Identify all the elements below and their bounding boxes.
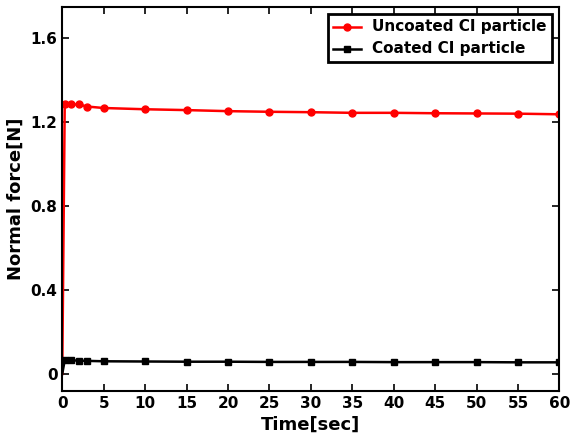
Uncoated CI particle (308, 109, 314, 115)
Coated CI particle (266, 359, 273, 365)
Coated CI particle (390, 359, 397, 365)
Uncoated CI particle (59, 371, 66, 377)
Coated CI particle (76, 358, 83, 363)
Uncoated CI particle (390, 110, 397, 116)
Coated CI particle (349, 359, 355, 365)
Coated CI particle (224, 359, 231, 364)
Coated CI particle (473, 359, 480, 365)
Uncoated CI particle (100, 105, 107, 111)
Uncoated CI particle (61, 102, 68, 107)
Coated CI particle (67, 358, 74, 363)
Coated CI particle (84, 358, 91, 363)
Line: Uncoated CI particle: Uncoated CI particle (59, 101, 563, 377)
Uncoated CI particle (67, 102, 74, 107)
Coated CI particle (183, 359, 190, 364)
Line: Coated CI particle: Coated CI particle (59, 357, 563, 377)
Coated CI particle (100, 359, 107, 364)
Uncoated CI particle (141, 107, 148, 112)
Uncoated CI particle (266, 109, 273, 114)
Coated CI particle (556, 360, 563, 365)
Uncoated CI particle (224, 108, 231, 114)
Coated CI particle (308, 359, 314, 365)
Uncoated CI particle (432, 111, 439, 116)
Uncoated CI particle (183, 108, 190, 113)
Uncoated CI particle (76, 102, 83, 107)
Uncoated CI particle (515, 111, 522, 116)
Coated CI particle (61, 358, 68, 363)
Coated CI particle (432, 359, 439, 365)
Uncoated CI particle (349, 110, 355, 116)
X-axis label: Time[sec]: Time[sec] (261, 416, 361, 434)
Coated CI particle (59, 371, 66, 377)
Coated CI particle (141, 359, 148, 364)
Legend: Uncoated CI particle, Coated CI particle: Uncoated CI particle, Coated CI particle (328, 14, 552, 62)
Uncoated CI particle (84, 104, 91, 109)
Coated CI particle (515, 360, 522, 365)
Y-axis label: Normal force[N]: Normal force[N] (7, 118, 25, 280)
Uncoated CI particle (556, 112, 563, 117)
Uncoated CI particle (473, 111, 480, 116)
